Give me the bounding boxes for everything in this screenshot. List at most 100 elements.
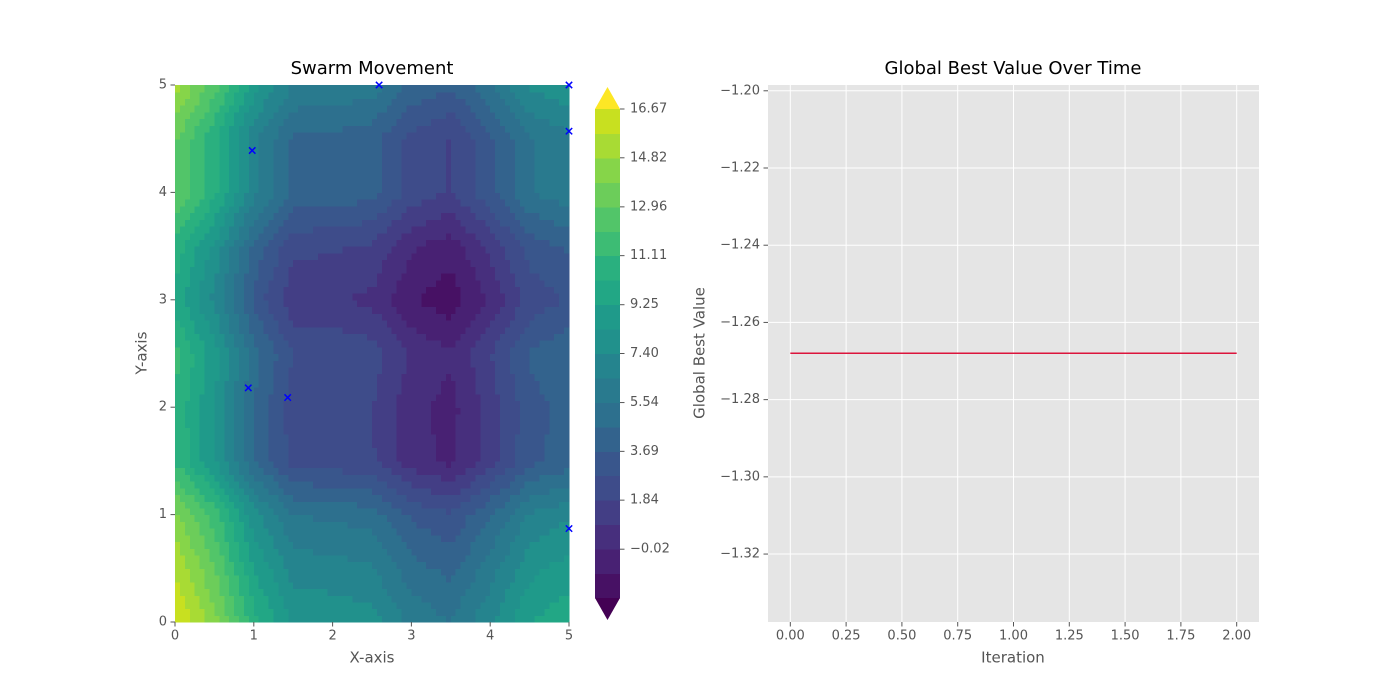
contour-cell — [317, 568, 324, 576]
contour-cell — [554, 507, 560, 516]
contour-cell — [322, 252, 329, 261]
contour-cell — [317, 427, 324, 435]
contour-cell — [431, 481, 437, 489]
contour-cell — [219, 272, 225, 281]
contour-cell — [534, 534, 541, 543]
contour-cell — [342, 460, 348, 469]
contour-cell — [283, 340, 289, 348]
contour-cell — [504, 440, 511, 449]
contour-cell — [342, 427, 348, 435]
contour-cell — [268, 554, 275, 563]
contour-cell — [288, 232, 294, 240]
contour-cell — [564, 481, 570, 489]
contour-cell — [465, 454, 472, 462]
contour-cell — [278, 266, 284, 274]
contour-cell — [243, 440, 250, 449]
contour-cell — [239, 487, 245, 496]
contour-cell — [224, 474, 230, 482]
contour-cell — [559, 313, 565, 321]
contour-cell — [258, 581, 265, 590]
contour-cell — [253, 440, 260, 449]
contour-cell — [234, 501, 240, 509]
contour-cell — [239, 266, 245, 274]
contour-cell — [440, 487, 447, 496]
contour-cell — [199, 326, 206, 334]
contour-cell — [549, 514, 555, 522]
contour-cell — [322, 299, 329, 308]
contour-cell — [184, 360, 191, 368]
contour-cell — [554, 360, 560, 368]
contour-cell — [263, 554, 270, 563]
contour-cell — [386, 400, 393, 408]
contour-cell — [376, 534, 383, 543]
contour-cell — [312, 554, 319, 563]
contour-cell — [258, 447, 265, 455]
contour-cell — [357, 366, 363, 375]
contour-cell — [189, 541, 196, 549]
contour-cell — [554, 494, 560, 502]
contour-cell — [175, 507, 181, 516]
contour-cell — [342, 548, 348, 556]
contour-cell — [347, 239, 353, 247]
contour-cell — [342, 380, 348, 388]
contour-cell — [234, 199, 240, 207]
contour-cell — [500, 534, 506, 543]
contour-cell — [248, 588, 255, 596]
contour-cell — [411, 306, 417, 314]
contour-cell — [376, 232, 383, 240]
contour-cell — [214, 360, 220, 368]
contour-cell — [421, 299, 427, 308]
contour-cell — [229, 494, 235, 502]
contour-cell — [559, 507, 565, 516]
contour-cell — [470, 326, 477, 334]
contour-cell — [386, 393, 393, 402]
contour-cell — [519, 487, 526, 496]
contour-cell — [406, 279, 412, 287]
contour-cell — [194, 420, 201, 428]
contour-cell — [465, 575, 472, 583]
contour-cell — [239, 454, 245, 462]
contour-cell — [381, 299, 388, 308]
contour-cell — [189, 366, 196, 375]
contour-cell — [194, 427, 201, 435]
contour-cell — [322, 286, 329, 294]
contour-cell — [504, 259, 511, 267]
contour-cell — [352, 353, 358, 361]
contour-cell — [431, 601, 437, 610]
contour-cell — [490, 548, 496, 556]
contour-cell — [564, 595, 570, 603]
contour-cell — [406, 507, 412, 516]
contour-cell — [500, 400, 506, 408]
contour-cell — [243, 353, 250, 361]
contour-cell — [381, 340, 388, 348]
contour-cell — [500, 575, 506, 583]
contour-cell — [480, 272, 486, 281]
contour-cell — [391, 521, 398, 529]
contour-cell — [362, 232, 368, 240]
contour-cell — [298, 595, 304, 603]
contour-cell — [253, 205, 260, 214]
contour-cell — [376, 454, 383, 462]
contour-cell — [179, 259, 186, 267]
contour-cell — [224, 481, 230, 489]
contour-cell — [362, 353, 368, 361]
contour-cell — [376, 494, 383, 502]
contour-cell — [288, 192, 294, 200]
contour-cell — [258, 266, 265, 274]
contour-cell — [475, 266, 481, 274]
contour-cell — [224, 239, 230, 247]
contour-cell — [549, 434, 555, 442]
contour-cell — [450, 360, 457, 368]
contour-cell — [470, 400, 477, 408]
contour-cell — [347, 272, 353, 281]
contour-cell — [189, 615, 196, 623]
contour-cell — [303, 266, 309, 274]
contour-cell — [554, 588, 560, 596]
contour-cell — [239, 507, 245, 516]
contour-cell — [445, 266, 452, 274]
contour-cell — [307, 554, 314, 563]
contour-cell — [445, 561, 452, 569]
contour-cell — [332, 554, 339, 563]
contour-cell — [411, 205, 417, 214]
contour-cell — [194, 259, 201, 267]
